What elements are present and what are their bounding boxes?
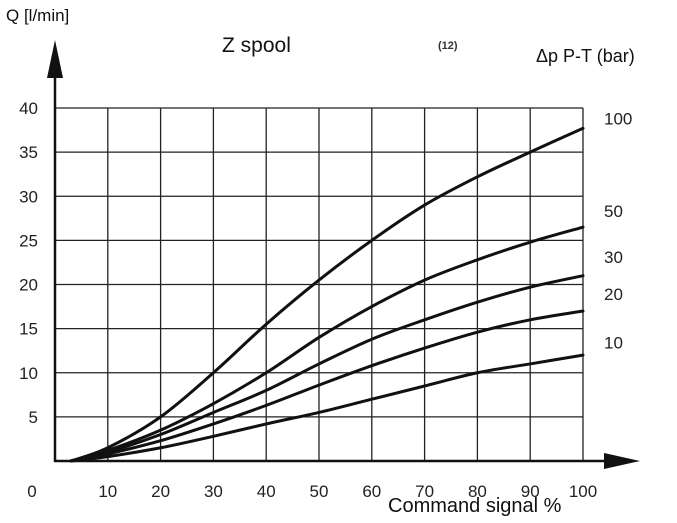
series-line-30 <box>69 274 585 463</box>
y-axis-arrow <box>47 40 63 78</box>
y-tick-label: 40 <box>19 99 38 118</box>
y-tick-label: 10 <box>19 364 38 383</box>
y-tick-label: 25 <box>19 231 38 250</box>
x-tick-label: 100 <box>569 482 597 501</box>
series-label-100: 100 <box>604 109 632 128</box>
series-label-50: 50 <box>604 202 623 221</box>
chart-axes <box>47 40 640 469</box>
y-axis-label: Q [l/min] <box>6 6 70 25</box>
series-label-30: 30 <box>604 248 623 267</box>
y-tick-label: 35 <box>19 143 38 162</box>
x-tick-labels: 0 10 20 30 40 50 60 70 80 90 100 <box>27 482 597 501</box>
series-labels: 100 50 30 20 10 <box>604 109 632 352</box>
legend-title: Δp P-T (bar) <box>536 46 635 66</box>
x-axis-arrow <box>604 453 640 469</box>
y-tick-label: 20 <box>19 276 38 295</box>
x-tick-label: 40 <box>257 482 276 501</box>
x-tick-label: 0 <box>27 482 36 501</box>
y-tick-label: 15 <box>19 320 38 339</box>
chart-title: Z spool <box>222 34 291 57</box>
y-tick-labels: 5 10 15 20 25 30 35 40 <box>19 99 38 427</box>
x-tick-label: 70 <box>415 482 434 501</box>
x-tick-label: 20 <box>151 482 170 501</box>
figure-number: (12) <box>438 40 458 52</box>
y-tick-label: 5 <box>29 408 38 427</box>
series-label-10: 10 <box>604 333 623 352</box>
chart-grid <box>55 107 584 461</box>
x-tick-label: 50 <box>310 482 329 501</box>
series-line-100 <box>69 126 585 463</box>
x-tick-label: 30 <box>204 482 223 501</box>
chart-series <box>69 126 585 463</box>
series-label-20: 20 <box>604 285 623 304</box>
series-line-50 <box>69 225 585 463</box>
x-tick-label: 60 <box>362 482 381 501</box>
x-tick-label: 90 <box>521 482 540 501</box>
y-tick-label: 30 <box>19 187 38 206</box>
x-axis-label: Command signal % <box>388 495 562 517</box>
x-tick-label: 80 <box>468 482 487 501</box>
series-line-10 <box>69 353 585 463</box>
x-tick-label: 10 <box>98 482 117 501</box>
series-line-20 <box>69 309 585 463</box>
